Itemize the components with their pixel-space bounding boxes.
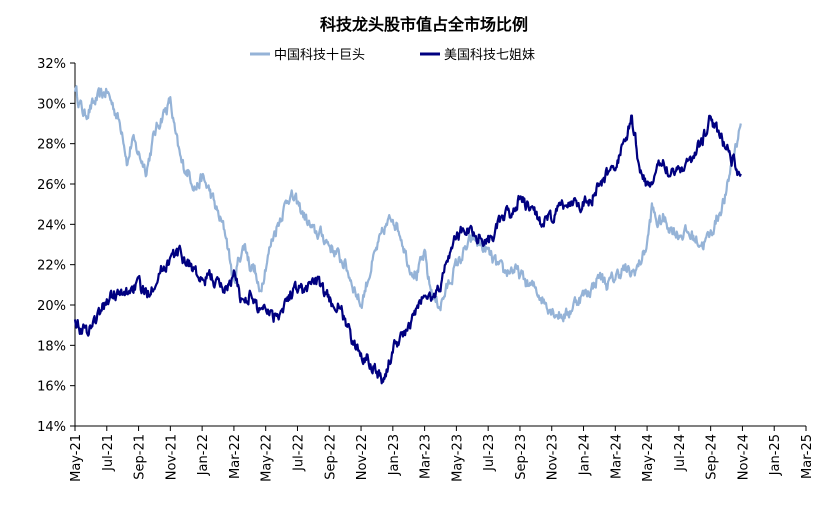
x-tick-label: Mar-22 <box>228 434 243 479</box>
x-tick-label: Sep-23 <box>514 434 529 480</box>
x-tick-label: Sep-24 <box>705 434 720 480</box>
legend-label-china: 中国科技十巨头 <box>274 48 365 63</box>
series-line-us-magnificent7 <box>73 114 742 385</box>
x-tick-label: Mar-24 <box>609 434 624 479</box>
y-tick-label: 20% <box>37 299 66 314</box>
y-tick-label: 28% <box>37 138 66 153</box>
x-tick-label: May-22 <box>260 434 275 482</box>
legend-label-us: 美国科技七姐妹 <box>444 48 535 63</box>
x-tick-label: Nov-24 <box>736 434 751 480</box>
x-tick-label: Mar-25 <box>800 434 815 479</box>
x-tick-label: Jan-25 <box>768 434 783 476</box>
series-line-china-tech10 <box>73 85 742 323</box>
y-tick-label: 16% <box>37 380 66 395</box>
legend: 中国科技十巨头 美国科技七姐妹 <box>250 48 535 63</box>
x-tick-label: Sep-21 <box>133 434 148 480</box>
x-tick-label: Nov-22 <box>355 434 370 480</box>
x-tick-label: Jul-24 <box>673 434 688 472</box>
x-tick-label: Nov-21 <box>164 434 179 480</box>
x-tick-label: Jul-23 <box>482 434 497 472</box>
x-tick-label: May-24 <box>641 434 656 482</box>
chart-title: 科技龙头股市值占全市场比例 <box>320 15 528 34</box>
x-tick-label: May-21 <box>69 434 84 482</box>
y-tick-label: 30% <box>37 97 66 112</box>
x-tick-label: Jan-24 <box>578 434 593 476</box>
x-tick-label: Jan-23 <box>387 434 402 476</box>
x-tick-label: Jul-22 <box>291 434 306 472</box>
x-tick-label: Jul-21 <box>101 434 116 472</box>
x-tick-label: Sep-22 <box>323 434 338 480</box>
y-tick-label: 32% <box>37 57 66 72</box>
x-tick-label: May-23 <box>450 434 465 482</box>
x-tick-label: Nov-23 <box>546 434 561 480</box>
y-axis: 14% 16% 18% 20% 22% 24% 26% 28% 30% 32% <box>37 57 76 435</box>
x-axis: May-21 Jul-21 Sep-21 Nov-21 Jan-22 Mar-22 May-… <box>69 425 815 482</box>
y-tick-label: 14% <box>37 420 66 435</box>
y-tick-label: 26% <box>37 178 66 193</box>
series-layer <box>73 85 742 385</box>
x-tick-label: Mar-23 <box>419 434 434 479</box>
y-tick-label: 24% <box>37 218 66 233</box>
x-tick-label: Jan-22 <box>196 434 211 476</box>
y-tick-label: 22% <box>37 259 66 274</box>
y-tick-label: 18% <box>37 339 66 354</box>
